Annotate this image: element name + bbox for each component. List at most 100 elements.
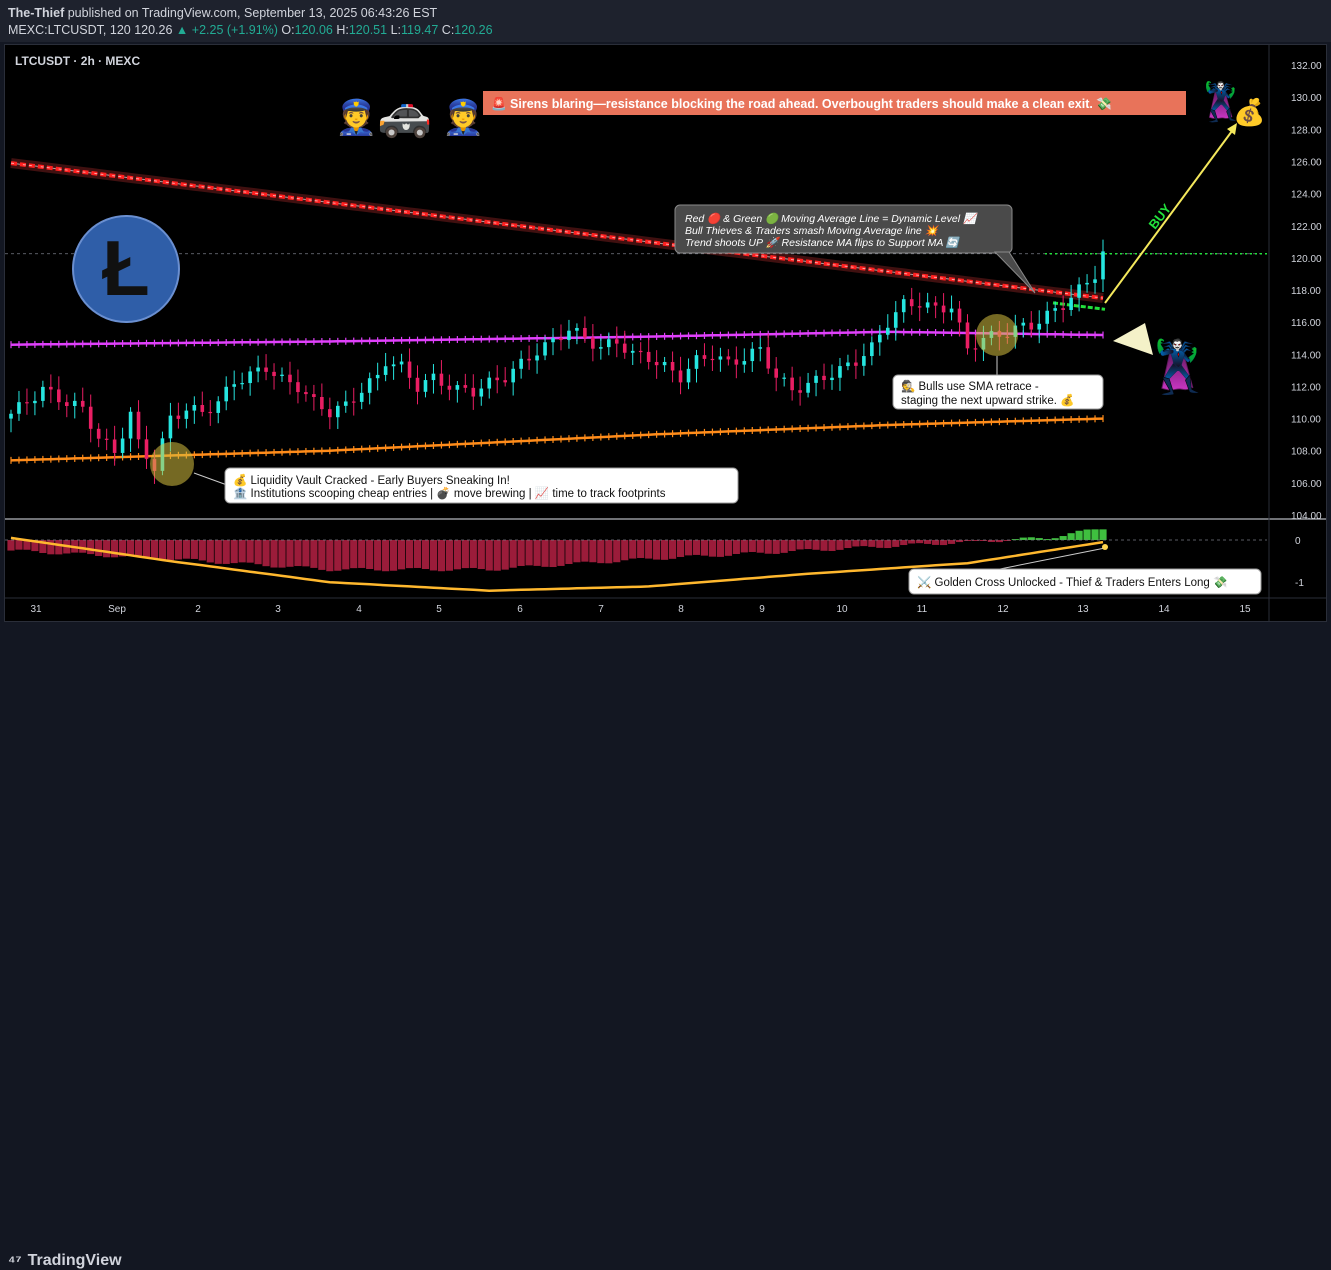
money-bag-icon: 💰 <box>1233 97 1265 128</box>
price-change: ▲ +2.25 (+1.91%) <box>175 23 278 37</box>
osc-bar <box>597 540 605 564</box>
chart-frame[interactable]: LTCUSDT · 2h · MEXC 132.00 130.00 128.00 126… <box>4 44 1327 622</box>
osc-bar <box>565 540 573 564</box>
bear-candle <box>200 405 205 412</box>
sma-callout-line2: staging the next upward strike. 💰 <box>901 393 1075 407</box>
bear-candle <box>583 327 587 338</box>
bear-candle <box>559 338 563 340</box>
bull-candle <box>41 386 45 401</box>
osc-bar <box>453 540 461 570</box>
bear-candle <box>638 350 643 353</box>
bull-candle <box>838 366 842 378</box>
x-tick-label: 5 <box>436 604 442 615</box>
bull-candle <box>885 327 890 335</box>
bear-candle <box>272 371 276 377</box>
y-tick-label: 128.00 <box>1291 125 1322 136</box>
close-label: C: <box>441 23 455 37</box>
golden-cross-point <box>1102 544 1108 550</box>
osc-bar <box>1035 538 1043 540</box>
osc-bar <box>963 540 972 541</box>
bull-candle <box>192 405 197 411</box>
bull-candle <box>893 312 898 328</box>
osc-bar <box>190 540 198 559</box>
osc-bar <box>31 540 39 552</box>
osc-bar <box>676 540 685 557</box>
bear-candle <box>57 389 61 403</box>
bear-candle <box>790 377 794 391</box>
bull-candle <box>240 383 244 385</box>
bull-candle <box>535 355 539 361</box>
bear-candle <box>678 370 683 383</box>
osc-bar <box>158 540 167 561</box>
bull-candle <box>367 378 372 393</box>
y-tick-label: 116.00 <box>1291 318 1321 329</box>
osc-bar <box>605 540 613 564</box>
bear-candle <box>312 394 316 398</box>
osc-bar <box>748 540 756 552</box>
bear-candle <box>766 347 771 369</box>
bull-candle <box>184 410 189 419</box>
ma-callout-line3: Trend shoots UP 🚀 Resistance MA flips to… <box>685 236 961 249</box>
osc-bar <box>294 540 302 567</box>
bull-candle <box>686 368 691 383</box>
bear-candle <box>351 401 356 403</box>
osc-bar <box>238 540 246 563</box>
golden-callout-box <box>908 568 1262 595</box>
bull-candle <box>1021 322 1026 326</box>
osc-bar <box>15 540 23 550</box>
bear-candle <box>646 351 651 362</box>
bull-candle <box>1085 282 1089 285</box>
police-officer-icon: 👮 <box>442 97 484 137</box>
flashlight-beam <box>1113 323 1153 355</box>
sma-retrace-circle <box>976 314 1018 356</box>
bull-candle <box>862 356 866 366</box>
bear-candle <box>64 402 69 406</box>
x-tick-label: 13 <box>1077 604 1089 615</box>
osc-bar <box>1075 530 1083 540</box>
bull-candle <box>694 355 699 369</box>
bear-candle <box>774 368 778 378</box>
osc-bar <box>47 540 55 555</box>
y-tick-label: 132.00 <box>1291 61 1322 72</box>
osc-bar <box>916 540 924 544</box>
bear-candle <box>136 411 141 440</box>
orange-ma-line <box>10 417 1104 462</box>
bear-candle <box>144 439 149 459</box>
vault-connector <box>193 472 228 486</box>
bull-candle <box>248 371 252 384</box>
bull-candle <box>806 382 810 393</box>
osc-bar <box>924 540 932 544</box>
bull-candle <box>949 308 954 313</box>
x-tick-label: 2 <box>195 604 201 615</box>
x-tick-label: 6 <box>517 604 523 615</box>
low-value: 119.47 <box>401 23 439 37</box>
bear-candle <box>933 302 938 306</box>
buy-arrow <box>1104 130 1233 304</box>
osc-bar <box>79 540 87 553</box>
chart-svg[interactable]: LTCUSDT · 2h · MEXC 132.00130.00128.00126… <box>5 45 1326 621</box>
bear-candle <box>941 305 946 313</box>
bear-candle <box>622 343 627 353</box>
osc-bar <box>932 540 940 545</box>
author-line: The-Thief published on TradingView.com, … <box>8 6 437 20</box>
osc-bar <box>445 540 453 571</box>
bear-candle <box>854 362 858 366</box>
bear-candle <box>710 358 715 361</box>
police-car-icon: 🚓 <box>377 90 432 139</box>
osc-bar <box>118 540 127 557</box>
bear-candle <box>734 359 739 365</box>
golden-connector <box>994 547 1106 571</box>
y-tick-label: 122.00 <box>1291 222 1322 233</box>
bear-candle <box>957 308 962 323</box>
osc-bar <box>1043 539 1051 541</box>
osc-bar <box>429 540 438 571</box>
osc-bar <box>1011 539 1019 541</box>
x-tick-label: 12 <box>997 604 1009 615</box>
bull-candle <box>33 400 37 404</box>
tradingview-logo[interactable]: ⁴⁷ TradingView <box>8 1252 122 1270</box>
osc-bar <box>382 540 390 572</box>
author-name[interactable]: The-Thief <box>8 6 65 20</box>
y-tick-label: 112.00 <box>1291 382 1321 393</box>
bear-candle <box>407 361 412 378</box>
osc-bar <box>589 540 597 563</box>
